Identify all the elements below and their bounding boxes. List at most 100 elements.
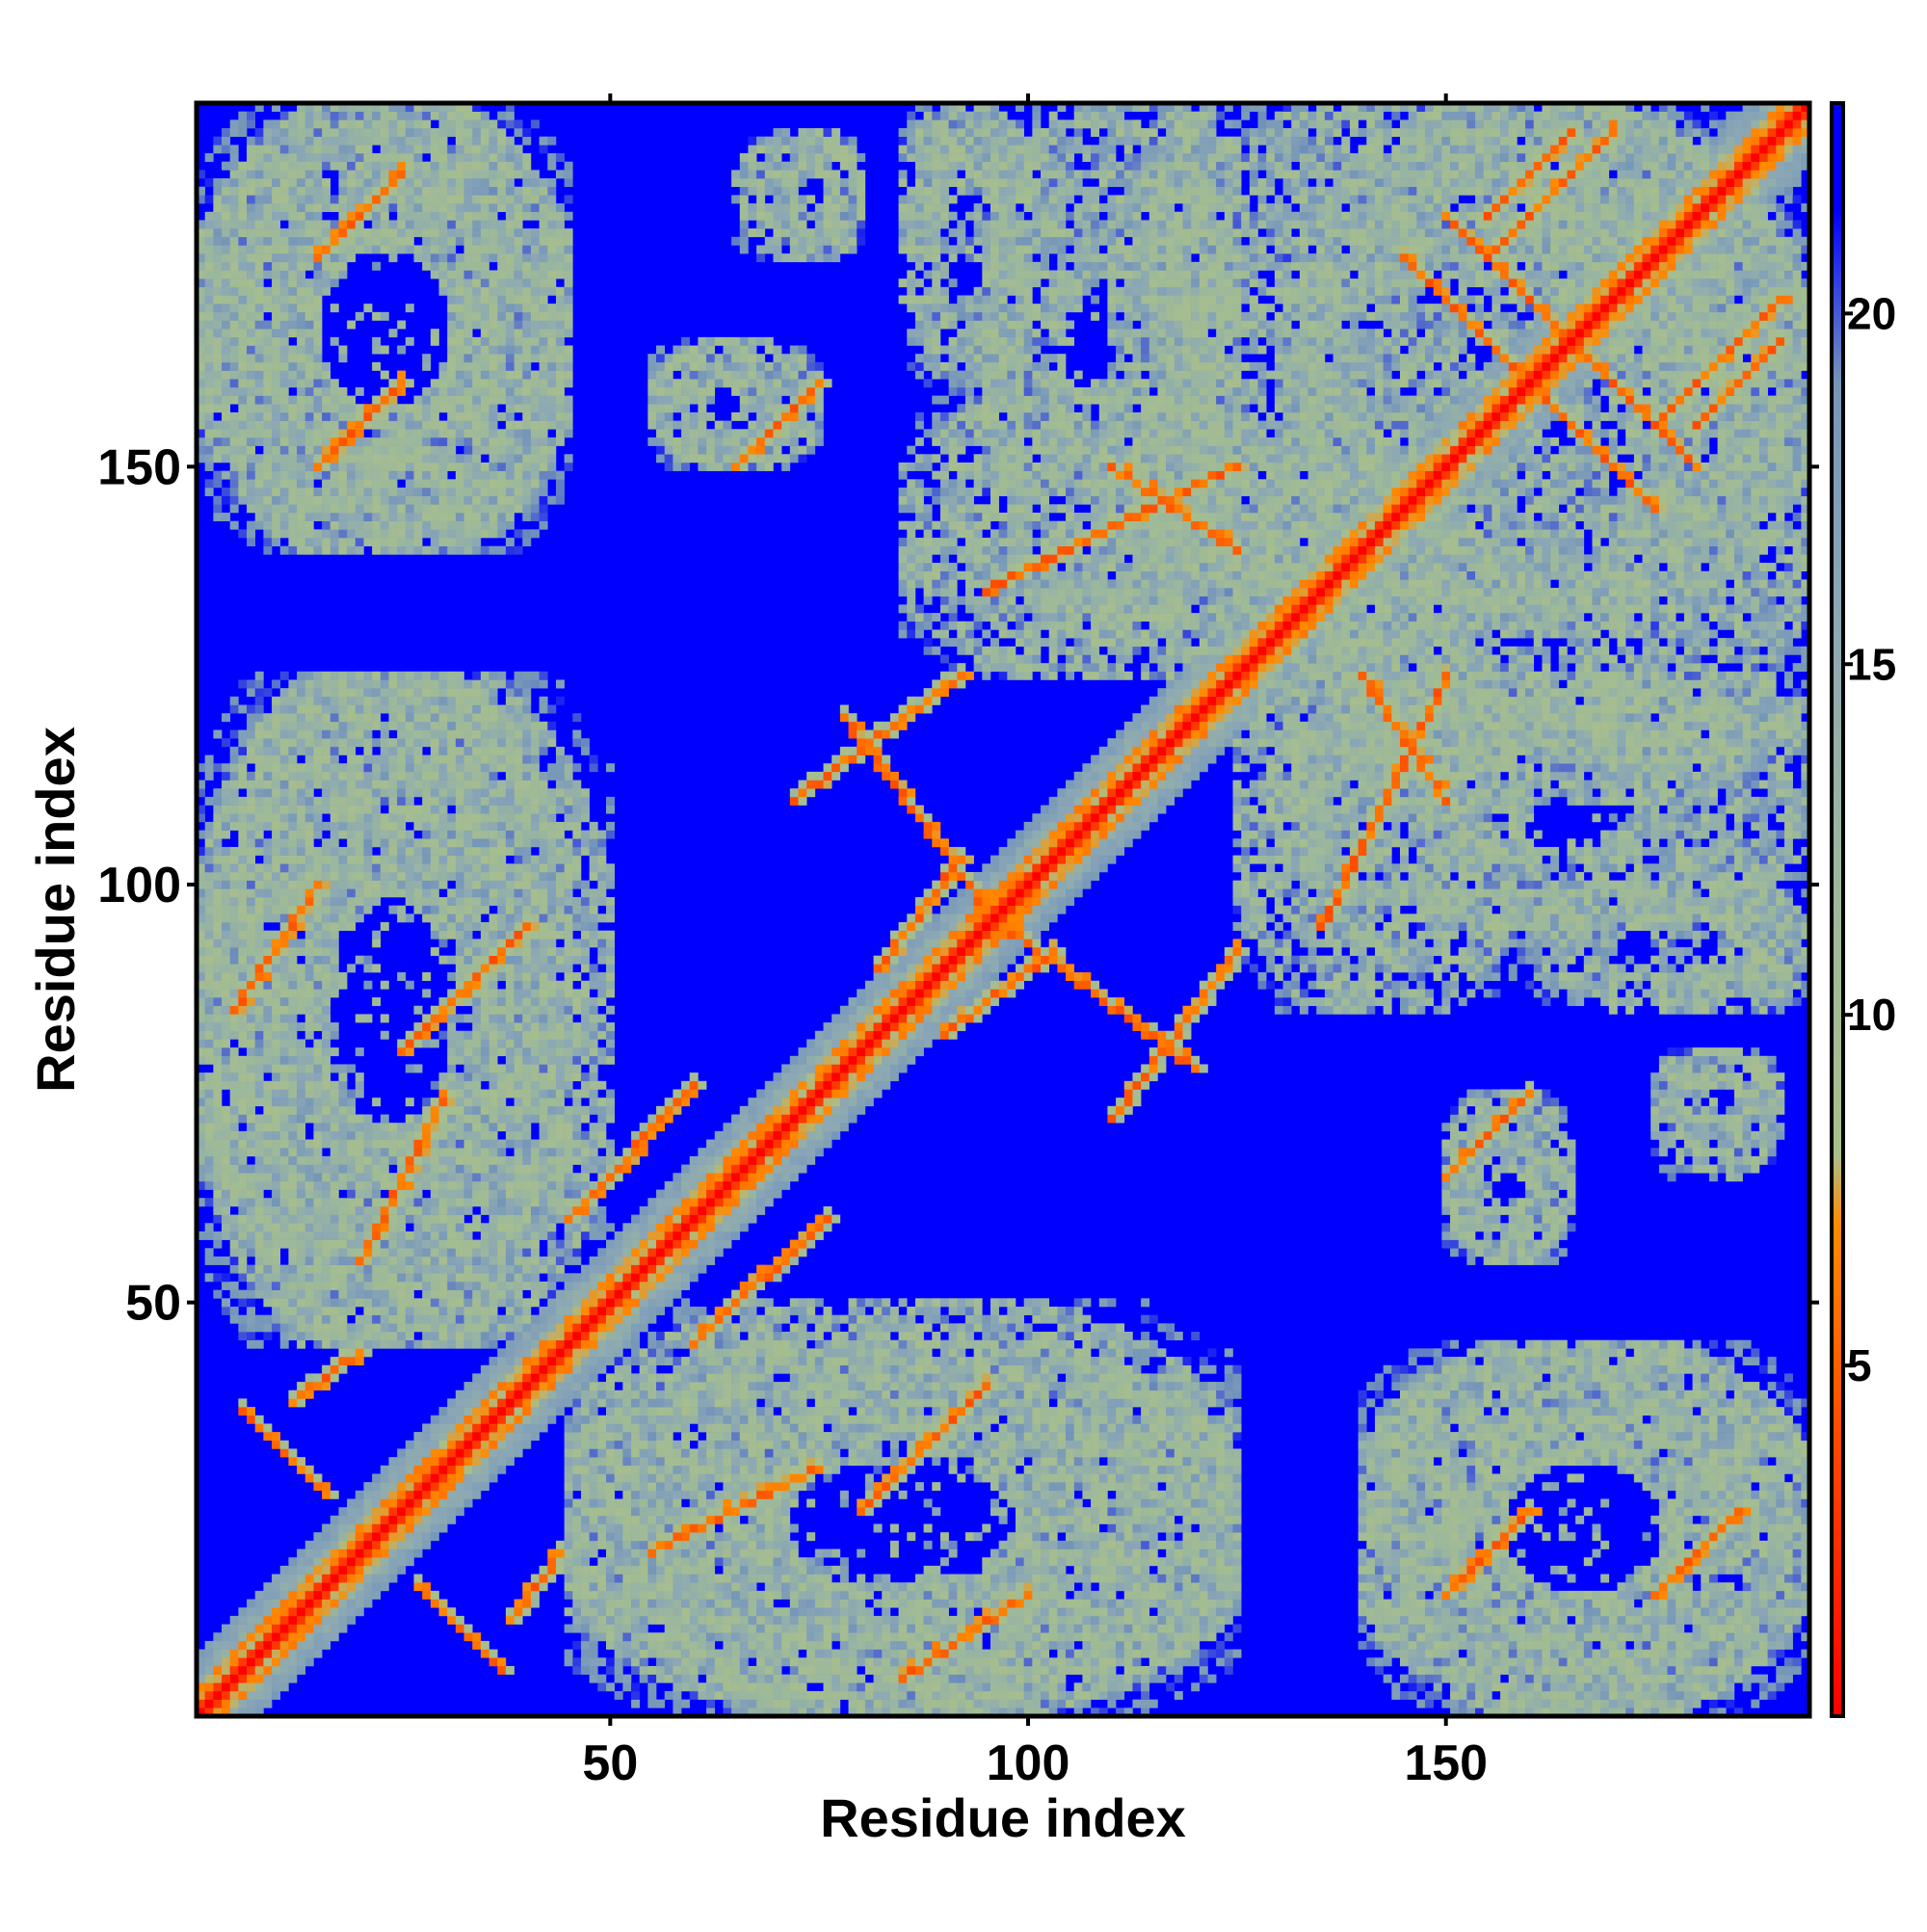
- heatmap-cell: [280, 446, 289, 455]
- heatmap-cell: [347, 1106, 356, 1115]
- heatmap-cell: [439, 387, 448, 396]
- heatmap-cell: [213, 513, 222, 521]
- heatmap-cell: [481, 1115, 489, 1124]
- heatmap-cell: [497, 479, 506, 488]
- heatmap-cell: [414, 1307, 423, 1315]
- heatmap-cell: [205, 1106, 214, 1115]
- heatmap-cell: [288, 153, 297, 162]
- heatmap-cell: [280, 906, 289, 914]
- heatmap-cell: [497, 321, 506, 330]
- heatmap-cell: [397, 705, 406, 714]
- heatmap-cell: [472, 881, 481, 889]
- heatmap-cell: [356, 781, 364, 789]
- heatmap-cell: [406, 421, 414, 430]
- heatmap-cell: [297, 387, 305, 396]
- heatmap-cell: [431, 421, 439, 430]
- heatmap-cell: [222, 831, 230, 839]
- heatmap-cell: [422, 1106, 431, 1115]
- heatmap-cell: [372, 939, 381, 947]
- heatmap-cell: [406, 722, 414, 730]
- heatmap-cell: [222, 237, 230, 246]
- heatmap-cell: [347, 1265, 356, 1274]
- heatmap-cell: [431, 479, 439, 488]
- heatmap-cell: [406, 1290, 414, 1299]
- heatmap-cell: [263, 195, 272, 203]
- heatmap-cell: [456, 270, 464, 278]
- heatmap-cell: [397, 697, 406, 705]
- heatmap-cell: [322, 203, 330, 212]
- heatmap-cell: [322, 863, 330, 872]
- heatmap-cell: [439, 1098, 448, 1106]
- heatmap-cell: [414, 713, 423, 722]
- heatmap-cell: [439, 119, 448, 128]
- heatmap-cell: [213, 1039, 222, 1047]
- heatmap-cell: [397, 856, 406, 864]
- heatmap-cell: [313, 1115, 322, 1124]
- heatmap-cell: [263, 856, 272, 864]
- heatmap-cell: [381, 872, 389, 881]
- heatmap-cell: [431, 1273, 439, 1282]
- heatmap-cell: [330, 1081, 339, 1090]
- heatmap-cell: [456, 178, 464, 187]
- heatmap-cell: [481, 1190, 489, 1199]
- heatmap-cell: [238, 1140, 247, 1149]
- heatmap-cell: [263, 1089, 272, 1098]
- heatmap-cell: [272, 1441, 280, 1449]
- heatmap-cell: [481, 722, 489, 730]
- heatmap-cell: [431, 454, 439, 463]
- heatmap-cell: [388, 1473, 397, 1482]
- heatmap-cell: [330, 278, 339, 287]
- heatmap-cell: [230, 245, 239, 253]
- heatmap-cell: [338, 396, 347, 405]
- heatmap-cell: [456, 1106, 464, 1115]
- heatmap-cell: [322, 412, 330, 421]
- heatmap-cell: [431, 1265, 439, 1274]
- heatmap-cell: [205, 1131, 214, 1140]
- heatmap-cell: [464, 738, 473, 747]
- heatmap-cell: [381, 312, 389, 321]
- heatmap-cell: [205, 972, 214, 981]
- heatmap-cell: [297, 1575, 305, 1583]
- heatmap-cell: [222, 1650, 230, 1658]
- heatmap-cell: [313, 897, 322, 906]
- heatmap-cell: [322, 1524, 330, 1533]
- heatmap-cell: [238, 187, 247, 196]
- heatmap-cell: [238, 1165, 247, 1174]
- heatmap-cell: [230, 822, 239, 831]
- heatmap-cell: [472, 387, 481, 396]
- heatmap-cell: [489, 1457, 498, 1466]
- heatmap-cell: [431, 1340, 439, 1349]
- heatmap-cell: [456, 863, 464, 872]
- heatmap-cell: [338, 1323, 347, 1332]
- heatmap-cell: [272, 187, 280, 196]
- heatmap-cell: [338, 1315, 347, 1324]
- heatmap-cell: [414, 1148, 423, 1156]
- heatmap-cell: [481, 245, 489, 253]
- heatmap-cell: [205, 287, 214, 296]
- heatmap-cell: [388, 228, 397, 237]
- heatmap-cell: [414, 203, 423, 212]
- heatmap-cell: [297, 1650, 305, 1658]
- heatmap-cell: [456, 1491, 464, 1499]
- heatmap-cell: [431, 538, 439, 546]
- heatmap-cell: [464, 128, 473, 137]
- heatmap-cell: [288, 972, 297, 981]
- heatmap-cell: [414, 513, 423, 521]
- heatmap-cell: [439, 1416, 448, 1424]
- heatmap-cell: [506, 1457, 515, 1466]
- heatmap-cell: [489, 128, 498, 137]
- heatmap-cell: [347, 212, 356, 221]
- heatmap-cell: [330, 1307, 339, 1315]
- heatmap-cell: [213, 956, 222, 965]
- heatmap-cell: [263, 170, 272, 178]
- heatmap-cell: [506, 806, 515, 814]
- heatmap-cell: [481, 1332, 489, 1340]
- heatmap-cell: [472, 997, 481, 1006]
- heatmap-cell: [397, 1206, 406, 1215]
- heatmap-cell: [363, 1181, 372, 1190]
- heatmap-cell: [272, 253, 280, 262]
- heatmap-cell: [238, 1682, 247, 1691]
- heatmap-cell: [489, 346, 498, 355]
- heatmap-cell: [230, 178, 239, 187]
- heatmap-cell: [238, 312, 247, 321]
